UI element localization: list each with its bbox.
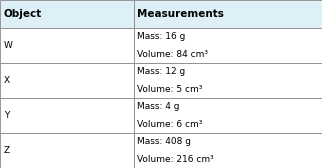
Text: Mass: 408 g: Mass: 408 g: [137, 137, 192, 146]
Text: X: X: [4, 76, 10, 85]
Text: Mass: 16 g: Mass: 16 g: [137, 32, 186, 41]
Text: Mass: 4 g: Mass: 4 g: [137, 102, 180, 111]
Bar: [0, 63, 134, 98]
Text: Volume: 216 cm³: Volume: 216 cm³: [137, 155, 214, 164]
Text: Z: Z: [4, 146, 10, 155]
Text: W: W: [4, 41, 13, 50]
Text: Volume: 6 cm³: Volume: 6 cm³: [137, 120, 203, 129]
Bar: [134, 28, 322, 63]
Bar: [0, 28, 134, 63]
Bar: [134, 98, 322, 133]
Bar: [0, 98, 134, 133]
Text: Volume: 84 cm³: Volume: 84 cm³: [137, 50, 208, 59]
Bar: [134, 133, 322, 168]
Bar: [134, 63, 322, 98]
Text: Measurements: Measurements: [137, 9, 224, 19]
Text: Volume: 5 cm³: Volume: 5 cm³: [137, 85, 203, 94]
Bar: [0, 0, 134, 28]
Text: Mass: 12 g: Mass: 12 g: [137, 67, 186, 76]
Text: Object: Object: [4, 9, 42, 19]
Bar: [0, 133, 134, 168]
Bar: [134, 0, 322, 28]
Text: Y: Y: [4, 111, 9, 120]
